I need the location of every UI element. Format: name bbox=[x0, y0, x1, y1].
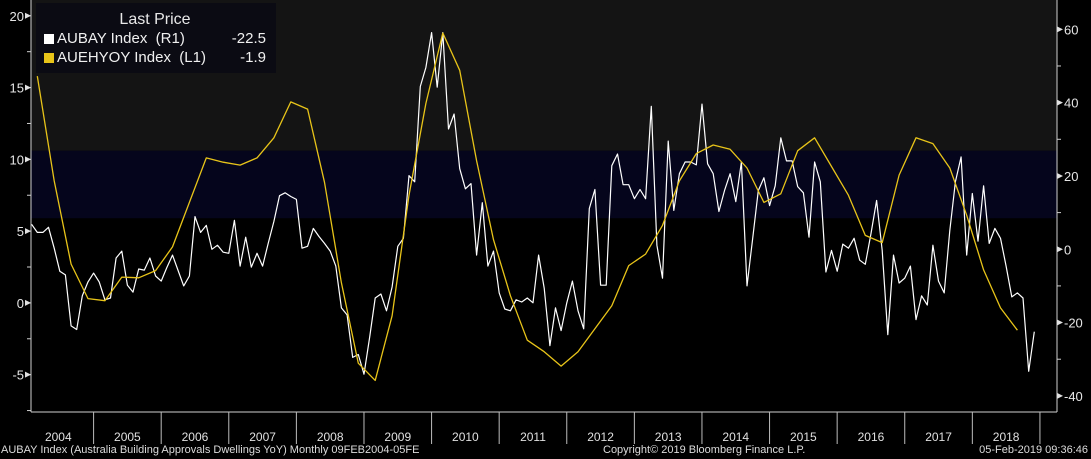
background-bands bbox=[31, 0, 1057, 219]
right-tick-arrow-icon bbox=[1057, 172, 1063, 179]
left-tick-label: 10 bbox=[10, 152, 24, 167]
legend-entry-name: AUBAY Index (R1) bbox=[57, 30, 185, 47]
x-tick-label: 2005 bbox=[114, 430, 141, 444]
band-1 bbox=[31, 150, 1057, 219]
right-axis: 60 40 20 0 -20 -40 bbox=[1056, 0, 1083, 412]
right-tick-label: -40 bbox=[1064, 389, 1083, 404]
right-tick-arrow-icon bbox=[1057, 246, 1063, 253]
right-tick-label: 20 bbox=[1064, 169, 1078, 184]
legend-entry-aubay: AUBAY Index (R1) -22.5 bbox=[44, 29, 266, 48]
left-tick-arrow-icon bbox=[25, 371, 31, 378]
x-tick-label: 2006 bbox=[182, 430, 209, 444]
series-lines bbox=[31, 31, 1035, 382]
legend-entry-value: -1.9 bbox=[240, 49, 266, 66]
aubay-series-line bbox=[31, 31, 1035, 375]
x-tick-label: 2013 bbox=[655, 430, 682, 444]
left-axis: 20 15 10 5 0 -5 bbox=[10, 0, 32, 412]
left-tick-label: 15 bbox=[10, 81, 24, 96]
x-tick-label: 2010 bbox=[452, 430, 479, 444]
left-tick-arrow-icon bbox=[25, 156, 31, 163]
left-tick-arrow-icon bbox=[25, 12, 31, 19]
right-tick-label: 0 bbox=[1064, 242, 1071, 257]
white-swatch-icon bbox=[44, 33, 54, 44]
legend-entry-value: -22.5 bbox=[231, 30, 266, 47]
right-tick-label: 40 bbox=[1064, 96, 1078, 111]
right-tick-arrow-icon bbox=[1057, 392, 1063, 399]
footer-copyright: Copyright© 2019 Bloomberg Finance L.P. bbox=[603, 444, 806, 456]
right-tick-label: 60 bbox=[1064, 22, 1078, 37]
left-tick-arrow-icon bbox=[25, 84, 31, 91]
legend: Last Price AUBAY Index (R1) -22.5 AUEHYOY… bbox=[36, 3, 276, 73]
right-tick-arrow-icon bbox=[1057, 26, 1063, 33]
x-tick-label: 2008 bbox=[317, 430, 344, 444]
x-tick-label: 2015 bbox=[790, 430, 817, 444]
x-tick-label: 2016 bbox=[858, 430, 885, 444]
x-tick-label: 2004 bbox=[45, 430, 72, 444]
footer-description: AUBAY Index (Australia Building Approval… bbox=[1, 444, 420, 456]
auehyoy-series-line bbox=[36, 32, 1018, 382]
left-tick-arrow-icon bbox=[25, 299, 31, 306]
x-tick-label: 2007 bbox=[249, 430, 276, 444]
x-tick-label: 2014 bbox=[722, 430, 749, 444]
x-axis: 2004 2005 2006 2007 2008 2009 2010 2011 2012 2013… bbox=[31, 411, 1057, 444]
left-tick-label: 0 bbox=[17, 296, 24, 311]
legend-title: Last Price bbox=[119, 11, 191, 28]
right-tick-arrow-icon bbox=[1057, 319, 1063, 326]
x-tick-label: 2012 bbox=[587, 430, 614, 444]
x-tick-label: 2017 bbox=[925, 430, 952, 444]
left-tick-label: 5 bbox=[17, 224, 24, 239]
x-tick-label: 2009 bbox=[384, 430, 411, 444]
footer-timestamp: 05-Feb-2019 09:36:46 bbox=[979, 444, 1088, 456]
legend-entry-name: AUEHYOY Index (L1) bbox=[57, 49, 206, 66]
x-tick-label: 2018 bbox=[993, 430, 1020, 444]
right-tick-label: -20 bbox=[1064, 316, 1083, 331]
left-tick-label: 20 bbox=[10, 9, 24, 24]
yellow-swatch-icon bbox=[44, 52, 54, 63]
right-tick-arrow-icon bbox=[1057, 99, 1063, 106]
left-tick-arrow-icon bbox=[25, 228, 31, 235]
left-tick-label: -5 bbox=[12, 368, 24, 383]
x-tick-label: 2011 bbox=[520, 430, 546, 444]
legend-entry-auehyoy: AUEHYOY Index (L1) -1.9 bbox=[44, 48, 266, 67]
